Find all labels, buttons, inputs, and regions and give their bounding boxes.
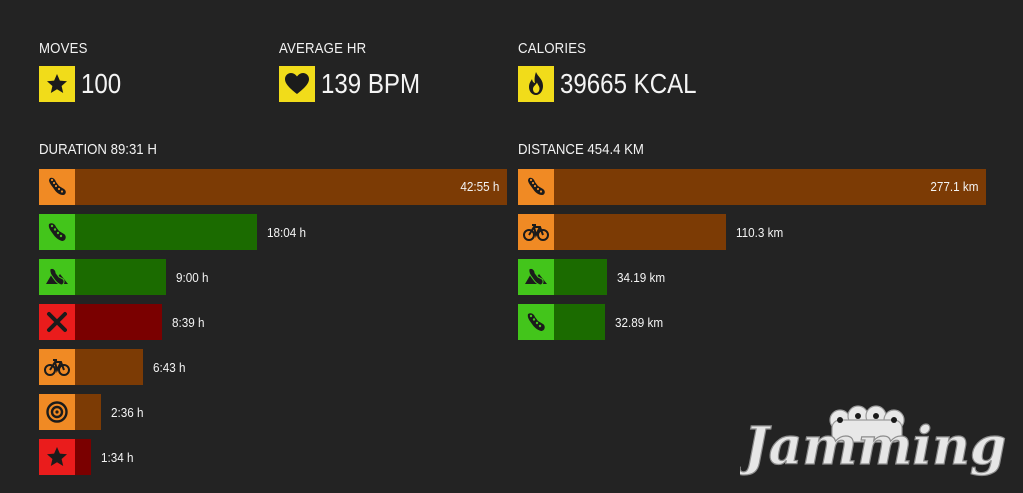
bar-value-label: 2:36 h [111, 404, 144, 420]
target-icon [39, 394, 75, 430]
bar-fill [554, 214, 726, 250]
running-shoe-icon [39, 169, 75, 205]
bicycle-icon [518, 214, 554, 250]
bar-fill [75, 439, 91, 475]
bar-fill [554, 304, 605, 340]
bar-row: 8:39 h [39, 304, 208, 340]
calories-value: 39665 KCAL [560, 68, 697, 99]
bar-fill [75, 304, 162, 340]
bar-row: 9:00 h [39, 259, 212, 295]
bar-value-label: 9:00 h [176, 269, 209, 285]
bar-fill [75, 214, 257, 250]
bar-value-label: 1:34 h [101, 449, 134, 465]
bar-fill: 277.1 km [554, 169, 986, 205]
shoe-icon [518, 304, 554, 340]
bar-fill [75, 259, 166, 295]
bar-row: 42:55 h [39, 169, 507, 205]
bar-value-label: 34.19 km [617, 269, 666, 285]
moves-value: 100 [81, 68, 122, 99]
star-icon [39, 439, 75, 475]
shoe-icon [39, 214, 75, 250]
watermark-text: Jamming [740, 416, 1006, 477]
moves-stat: MOVES 100 [39, 40, 128, 102]
trail-run-icon [39, 259, 75, 295]
bar-row: 2:36 h [39, 394, 147, 430]
heart-icon [279, 66, 315, 102]
bar-row: 277.1 km [518, 169, 986, 205]
bar-row: 6:43 h [39, 349, 189, 385]
calories-stat: CALORIES 39665 KCAL [518, 40, 719, 102]
bar-row: 110.3 km [518, 214, 789, 250]
bar-fill [554, 259, 607, 295]
average-hr-stat: AVERAGE HR 139 BPM [279, 40, 436, 102]
bar-value-label: 277.1 km [929, 179, 978, 194]
average-hr-label: AVERAGE HR [279, 40, 367, 57]
crossed-tools-icon [39, 304, 75, 340]
bar-row: 18:04 h [39, 214, 310, 250]
bar-fill: 42:55 h [75, 169, 507, 205]
bar-value-label: 8:39 h [172, 314, 205, 330]
running-shoe-icon [518, 169, 554, 205]
bar-row: 32.89 km [518, 304, 668, 340]
average-hr-value: 139 BPM [321, 68, 421, 99]
duration-title: DURATION 89:31 H [39, 141, 157, 158]
bar-row: 1:34 h [39, 439, 137, 475]
bar-value-label: 42:55 h [459, 179, 499, 194]
flame-icon [518, 66, 554, 102]
bar-value-label: 6:43 h [153, 359, 186, 375]
bar-fill [75, 349, 143, 385]
bar-value-label: 110.3 km [736, 224, 784, 240]
bicycle-icon [39, 349, 75, 385]
bar-value-label: 32.89 km [615, 314, 664, 330]
star-icon [39, 66, 75, 102]
distance-title: DISTANCE 454.4 KM [518, 141, 644, 158]
bar-value-label: 18:04 h [267, 224, 307, 240]
bar-fill [75, 394, 101, 430]
trail-run-icon [518, 259, 554, 295]
calories-label: CALORIES [518, 40, 587, 57]
moves-label: MOVES [39, 40, 88, 57]
fist-knuckles-icon: Jamming [740, 405, 1007, 478]
bar-row: 34.19 km [518, 259, 670, 295]
